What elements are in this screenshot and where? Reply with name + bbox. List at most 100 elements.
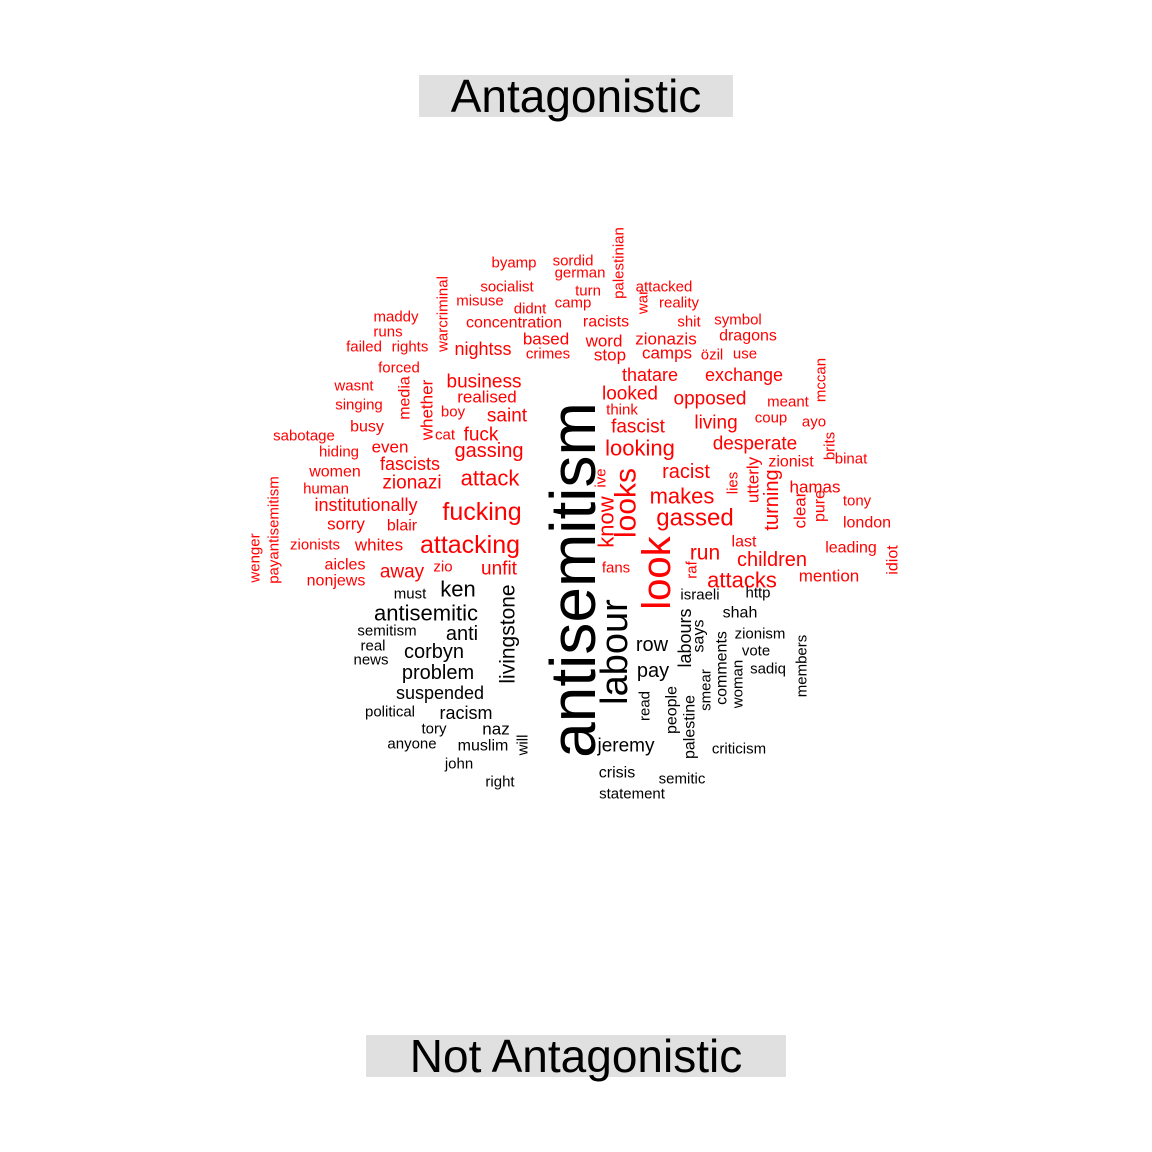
cloud-word: war <box>635 290 652 315</box>
cloud-word: zionism <box>735 626 786 643</box>
cloud-word: concentration <box>466 315 562 332</box>
cloud-word: hiding <box>319 444 359 461</box>
cloud-word: ive <box>593 468 610 487</box>
cloud-word: symbol <box>714 312 762 329</box>
cloud-word: right <box>485 774 515 791</box>
cloud-word: sordid <box>553 253 594 270</box>
cloud-word: london <box>843 515 891 532</box>
cloud-word: tory <box>421 721 447 738</box>
cloud-word: will <box>515 735 532 757</box>
cloud-word: saint <box>487 406 528 427</box>
cloud-word: thatare <box>622 365 678 385</box>
cloud-word: forced <box>378 360 420 377</box>
cloud-word: failed <box>346 339 382 356</box>
cloud-word: dragons <box>719 328 777 345</box>
cloud-word: socialist <box>480 279 534 296</box>
cloud-word: news <box>353 652 388 669</box>
group-label-antagonistic: Antagonistic <box>419 73 733 119</box>
cloud-word: turning <box>761 469 783 530</box>
cloud-word: opposed <box>674 389 747 410</box>
cloud-word: zionazi <box>382 473 441 494</box>
cloud-word: desperate <box>713 434 798 455</box>
cloud-word: mention <box>799 567 859 586</box>
cloud-word: unfit <box>481 559 518 580</box>
cloud-word: nonjews <box>307 573 366 590</box>
cloud-word: livingstone <box>497 584 520 683</box>
cloud-word: tony <box>843 493 872 510</box>
cloud-word: says <box>691 620 708 653</box>
cloud-word: stop <box>594 346 626 365</box>
cloud-word: leading <box>825 540 877 557</box>
cloud-word: labour <box>594 599 636 705</box>
cloud-word: vote <box>742 643 770 660</box>
cloud-word: racists <box>583 314 629 331</box>
cloud-word: realised <box>457 388 517 407</box>
cloud-word: zionazis <box>635 330 696 349</box>
cloud-word: attacked <box>636 279 693 296</box>
cloud-word: binat <box>835 451 868 468</box>
cloud-word: camp <box>555 295 592 312</box>
cloud-word: people <box>664 686 681 734</box>
cloud-word: think <box>606 402 638 419</box>
cloud-word: attack <box>461 466 521 491</box>
cloud-word: singing <box>335 397 383 414</box>
cloud-word: antisemitism <box>537 402 609 758</box>
cloud-word: looks <box>610 468 643 538</box>
cloud-word: coup <box>755 410 788 427</box>
cloud-word: woman <box>730 660 747 709</box>
cloud-word: last <box>732 534 757 551</box>
cloud-word: shah <box>723 605 758 622</box>
cloud-word: semitic <box>659 771 706 788</box>
cloud-word: palestine <box>682 695 699 759</box>
cloud-word: fucking <box>442 498 521 526</box>
cloud-word: didnt <box>514 301 547 318</box>
cloud-word: criticism <box>712 741 766 758</box>
cloud-word: payantisemitism <box>266 476 283 584</box>
cloud-word: idiot <box>885 545 902 575</box>
cloud-word: smear <box>698 669 715 711</box>
cloud-word: looked <box>602 384 658 405</box>
cloud-word: nightss <box>454 339 511 359</box>
cloud-word: utterly <box>744 456 763 503</box>
cloud-word: pure <box>812 490 829 522</box>
cloud-word: warcriminal <box>435 276 452 353</box>
cloud-word: hamas <box>789 478 840 497</box>
cloud-word: muslim <box>458 738 509 755</box>
cloud-word: members <box>794 635 811 698</box>
cloud-word: whites <box>354 536 403 555</box>
cloud-word: know <box>594 496 619 547</box>
cloud-word: gassing <box>455 440 524 462</box>
cloud-word: fascists <box>380 454 440 474</box>
cloud-word: media <box>397 376 414 420</box>
cloud-word: ayo <box>802 414 826 431</box>
cloud-word: israeli <box>680 587 719 604</box>
cloud-word: business <box>447 372 522 393</box>
cloud-word: aicles <box>325 557 366 574</box>
cloud-word: children <box>737 549 807 571</box>
cloud-word: byamp <box>491 255 536 272</box>
cloud-word: corbyn <box>404 641 464 663</box>
cloud-word: fans <box>602 560 630 577</box>
cloud-word: fascist <box>611 417 666 438</box>
cloud-word: meant <box>767 394 810 411</box>
cloud-word: look <box>635 535 679 609</box>
cloud-word: ken <box>440 577 475 602</box>
cloud-word: crimes <box>526 346 570 363</box>
cloud-word: busy <box>350 419 384 436</box>
cloud-word: wenger <box>247 533 264 583</box>
cloud-word: anti <box>446 623 478 645</box>
cloud-word: whether <box>418 379 437 441</box>
cloud-word: özil <box>701 347 724 364</box>
cloud-word: real <box>360 638 385 655</box>
cloud-word: shit <box>677 314 701 331</box>
cloud-word: turn <box>575 283 601 300</box>
cloud-word: living <box>694 413 737 434</box>
cloud-word: camps <box>642 344 692 363</box>
cloud-word: must <box>394 586 427 603</box>
cloud-word: word <box>585 332 623 351</box>
cloud-word: problem <box>402 662 474 684</box>
cloud-word: comments <box>714 631 731 705</box>
cloud-word: runs <box>373 324 402 341</box>
cloud-word: rights <box>392 339 429 356</box>
cloud-word: sabotage <box>273 428 335 445</box>
